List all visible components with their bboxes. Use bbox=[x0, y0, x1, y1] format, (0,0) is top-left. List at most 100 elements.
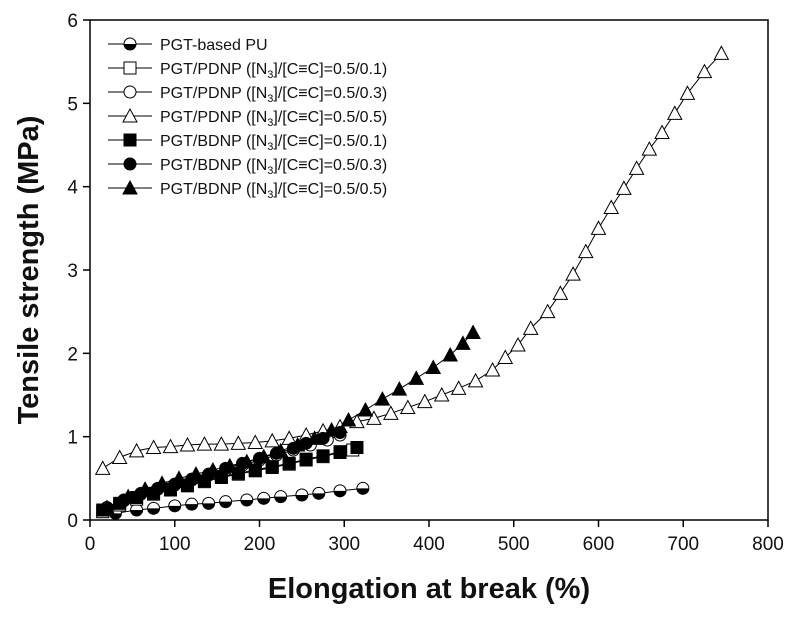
marker-half bbox=[109, 513, 122, 520]
marker bbox=[171, 470, 187, 485]
marker-half bbox=[334, 490, 347, 497]
legend-label: PGT/BDNP ([N3]/[C≡C]=0.5/0.3) bbox=[160, 157, 387, 177]
marker bbox=[123, 85, 137, 99]
marker bbox=[154, 475, 170, 490]
marker bbox=[99, 499, 115, 514]
marker bbox=[522, 320, 539, 335]
marker bbox=[222, 457, 238, 473]
marker bbox=[552, 285, 569, 300]
y-tick-label: 6 bbox=[67, 11, 78, 32]
marker bbox=[295, 488, 309, 502]
marker bbox=[333, 484, 347, 498]
marker bbox=[510, 336, 526, 352]
y-tick-label: 1 bbox=[67, 428, 78, 449]
marker bbox=[219, 495, 233, 509]
marker-half bbox=[202, 503, 215, 510]
marker bbox=[188, 466, 204, 481]
marker bbox=[628, 160, 645, 175]
marker bbox=[450, 380, 467, 395]
y-tick-label: 5 bbox=[67, 94, 78, 115]
marker bbox=[484, 361, 501, 377]
x-tick-label: 600 bbox=[583, 534, 615, 555]
marker bbox=[340, 411, 357, 427]
marker bbox=[306, 430, 323, 445]
marker bbox=[120, 488, 136, 504]
marker bbox=[272, 442, 289, 458]
marker-half bbox=[168, 505, 181, 512]
x-axis-label: Elongation at break (%) bbox=[268, 573, 590, 605]
marker bbox=[408, 370, 425, 385]
marker bbox=[713, 45, 730, 60]
marker bbox=[416, 393, 433, 409]
marker-half bbox=[147, 508, 160, 515]
marker bbox=[350, 441, 364, 454]
legend-label: PGT/PDNP ([N3]/[C≡C]=0.5/0.5) bbox=[160, 109, 387, 129]
plot-frame bbox=[89, 19, 769, 521]
marker bbox=[202, 496, 216, 510]
marker bbox=[465, 324, 481, 339]
marker bbox=[238, 453, 255, 469]
marker bbox=[111, 449, 128, 464]
marker bbox=[455, 335, 471, 350]
marker bbox=[257, 491, 271, 505]
marker bbox=[425, 359, 442, 374]
marker bbox=[213, 436, 230, 451]
marker bbox=[145, 439, 162, 454]
y-axis-label: Tensile strength (MPa) bbox=[13, 116, 45, 425]
marker bbox=[123, 61, 137, 75]
marker bbox=[666, 105, 683, 120]
marker bbox=[539, 303, 556, 319]
y-tick-label: 3 bbox=[67, 261, 78, 282]
marker-half bbox=[219, 501, 232, 508]
marker bbox=[123, 37, 137, 51]
marker-half bbox=[274, 496, 287, 503]
marker bbox=[333, 445, 347, 459]
x-tick-label: 700 bbox=[667, 534, 699, 555]
marker bbox=[255, 448, 272, 464]
marker bbox=[467, 372, 484, 388]
marker bbox=[696, 63, 713, 79]
marker bbox=[274, 490, 288, 504]
marker bbox=[391, 381, 408, 396]
marker bbox=[130, 503, 144, 517]
marker bbox=[616, 180, 632, 195]
marker-half bbox=[257, 498, 270, 505]
marker bbox=[265, 460, 279, 474]
marker-half bbox=[130, 510, 143, 516]
marker-half bbox=[240, 500, 253, 506]
marker bbox=[577, 243, 594, 259]
x-tick-label: 400 bbox=[413, 534, 445, 555]
legend-label: PGT/PDNP ([N3]/[C≡C]=0.5/0.1) bbox=[160, 61, 387, 81]
marker bbox=[122, 179, 138, 195]
x-tick-label: 800 bbox=[752, 534, 784, 555]
marker bbox=[162, 438, 179, 454]
marker bbox=[383, 405, 399, 420]
marker bbox=[433, 386, 450, 402]
marker bbox=[323, 421, 340, 437]
x-tick-label: 100 bbox=[159, 534, 191, 555]
marker bbox=[654, 124, 670, 139]
marker bbox=[679, 85, 696, 100]
marker bbox=[282, 456, 296, 470]
x-tick-label: 0 bbox=[85, 534, 96, 555]
marker bbox=[356, 481, 370, 495]
marker-half bbox=[312, 493, 325, 500]
marker bbox=[299, 452, 313, 466]
legend-label: PGT/BDNP ([N3]/[C≡C]=0.5/0.5) bbox=[160, 181, 387, 201]
x-tick-label: 200 bbox=[244, 534, 276, 555]
marker bbox=[374, 391, 391, 406]
x-tick-label: 300 bbox=[328, 534, 360, 555]
marker bbox=[289, 436, 306, 452]
x-tick-label: 500 bbox=[498, 534, 530, 555]
marker bbox=[230, 435, 247, 450]
marker bbox=[312, 486, 326, 500]
y-tick-label: 0 bbox=[67, 511, 78, 532]
marker bbox=[137, 481, 153, 496]
legend-label: PGT/PDNP ([N3]/[C≡C]=0.5/0.3) bbox=[160, 85, 387, 105]
legend-label: PGT-based PU bbox=[160, 37, 268, 54]
marker bbox=[603, 199, 620, 214]
marker bbox=[94, 460, 111, 475]
y-tick-label: 2 bbox=[67, 344, 78, 365]
marker bbox=[185, 497, 199, 511]
